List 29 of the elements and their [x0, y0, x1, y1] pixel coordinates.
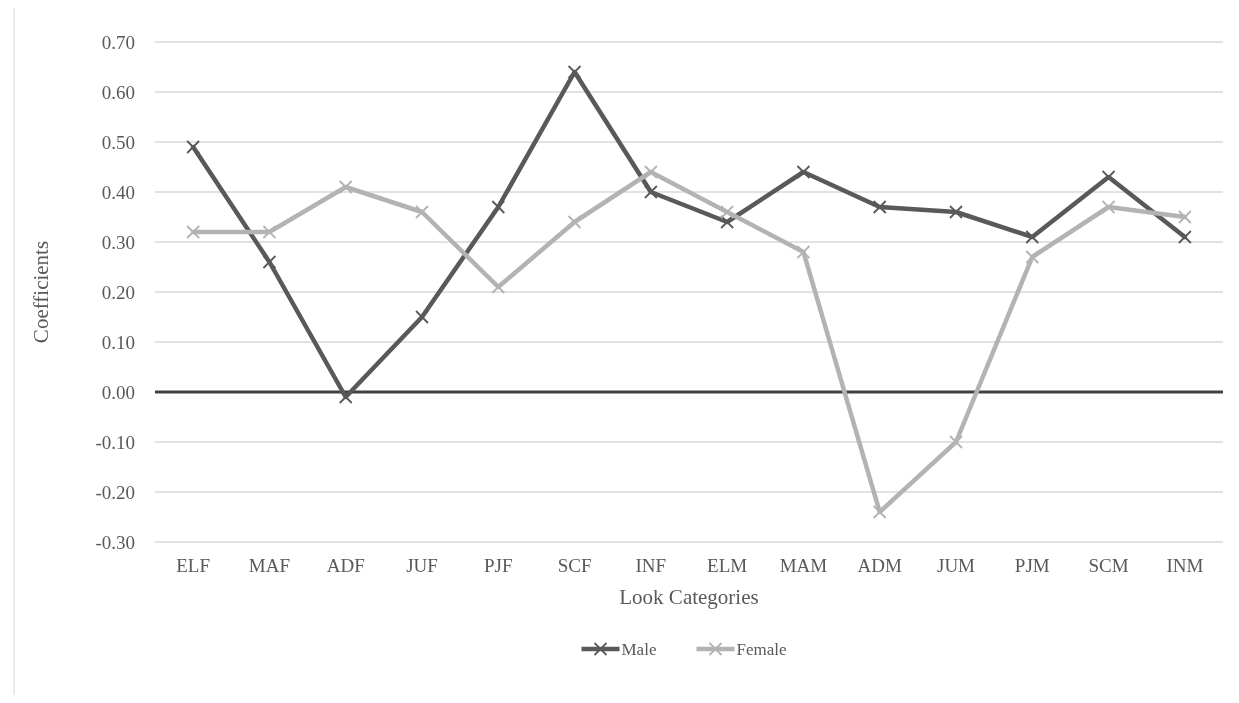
x-tick-label: INM — [1166, 555, 1204, 576]
y-tick-label: 0.70 — [101, 31, 135, 53]
y-tick-label: 0.30 — [101, 231, 135, 253]
x-axis-title: Look Categories — [619, 585, 759, 609]
x-tick-label: MAF — [248, 555, 291, 576]
y-tick-label: 0.50 — [101, 131, 135, 153]
x-tick-label: SCF — [557, 555, 592, 576]
x-tick-label: ELF — [176, 555, 211, 576]
y-tick-label: -0.20 — [95, 481, 135, 503]
y-tick-label: -0.30 — [95, 531, 135, 553]
y-tick-label: 0.00 — [101, 381, 135, 403]
x-tick-label: INF — [635, 555, 667, 576]
y-tick-label: 0.10 — [101, 331, 135, 353]
y-tick-label: 0.40 — [101, 181, 135, 203]
legend-label: Male — [621, 639, 657, 659]
x-tick-label: ADF — [326, 555, 365, 576]
y-axis-title: Coefficients — [29, 240, 53, 344]
x-tick-label: PJM — [1014, 555, 1050, 576]
x-tick-label: JUF — [406, 555, 438, 576]
legend-label: Female — [736, 639, 787, 659]
x-tick-label: MAM — [779, 555, 828, 576]
x-tick-label: ELM — [707, 555, 748, 576]
y-tick-label: 0.60 — [101, 81, 135, 103]
x-tick-label: ADM — [857, 555, 902, 576]
x-tick-label: PJF — [484, 555, 513, 576]
y-tick-label: 0.20 — [101, 281, 135, 303]
y-tick-label: -0.10 — [95, 431, 135, 453]
x-tick-label: SCM — [1088, 555, 1129, 576]
x-tick-label: JUM — [936, 555, 976, 576]
